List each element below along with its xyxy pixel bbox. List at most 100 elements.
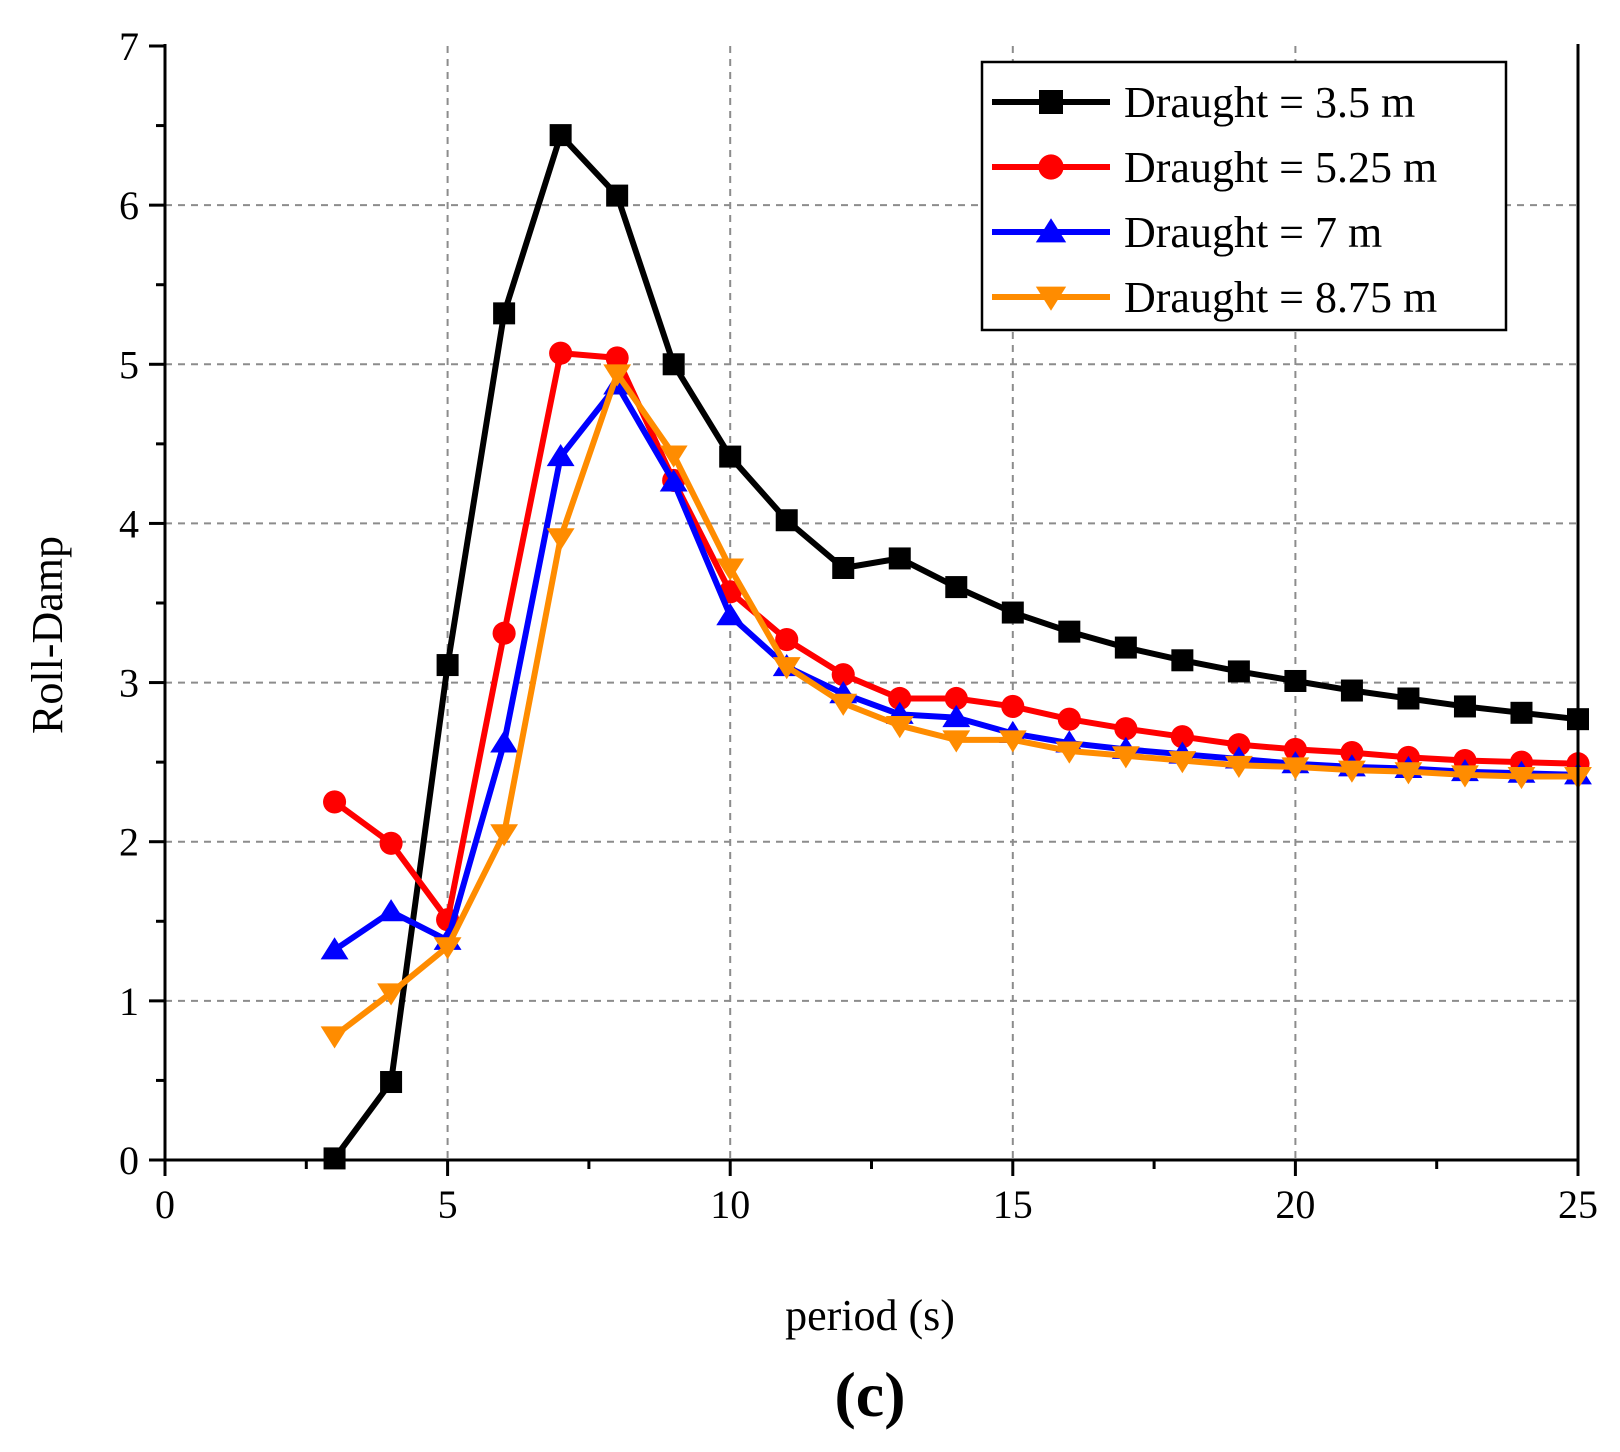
data-point [1038,154,1064,180]
data-point [1171,649,1194,672]
tick-labels: 0 5 10 15 20 25 0 1 2 3 4 5 6 7 [119,24,1598,1227]
data-point [772,657,801,680]
data-point [1510,701,1533,724]
y-tick-label: 4 [119,501,139,546]
data-point [493,302,516,325]
legend-label: Draught = 5.25 m [1124,143,1437,192]
data-point [379,831,403,855]
x-tick-label: 20 [1275,1182,1315,1227]
data-point [1227,660,1250,683]
series-line [332,381,1579,953]
data-point [1507,766,1536,790]
data-point [942,730,971,753]
data-point [323,790,347,814]
data-point [605,346,629,370]
data-point [1397,687,1420,710]
data-point [716,558,745,581]
data-point [1058,620,1081,643]
data-point [998,730,1027,753]
legend-box [980,60,1508,332]
data-point [1283,737,1307,761]
data-point [1039,90,1063,114]
data-point [323,1147,346,1170]
y-tick-label: 1 [119,979,139,1024]
data-point [944,686,968,711]
y-tick-label: 0 [119,1138,139,1183]
x-tick-label: 15 [993,1182,1033,1227]
legend-item: Draught = 3.5 m [992,78,1415,127]
data-point [1170,725,1194,749]
data-point [492,621,516,645]
legend-item: Draught = 7 m [992,208,1382,257]
data-point [829,693,858,716]
plot-series [320,124,1592,1170]
panel-label-letter: c [856,1359,884,1430]
data-point [1281,757,1310,780]
data-point [1338,760,1366,783]
data-point [831,663,855,687]
data-point [436,654,459,677]
x-tick-label: 0 [155,1182,175,1227]
y-axis-title: Roll-Damp [23,536,72,734]
data-point [606,184,629,207]
data-point [1340,679,1363,702]
data-point [942,704,971,728]
series-2 [323,341,1590,932]
data-point [546,528,575,551]
data-point [320,937,349,960]
data-point [1001,694,1025,718]
legend: Draught = 3.5 m Draught = 5.25 m Draught =… [980,60,1508,332]
data-point [1394,762,1423,785]
panel-label: (c) [834,1359,905,1430]
data-point [549,124,572,147]
data-point [1055,741,1084,764]
x-tick-label: 5 [438,1182,458,1227]
data-point [603,364,632,387]
data-point [832,556,855,579]
y-tick-label: 2 [119,820,139,865]
data-point [719,445,742,468]
data-point [377,983,405,1006]
y-tick-label: 3 [119,661,139,706]
legend-label: Draught = 8.75 m [1124,273,1437,322]
data-point [1340,741,1364,765]
data-point [945,576,968,599]
data-point [380,1071,403,1094]
data-point [1111,746,1140,769]
data-point [1224,755,1253,778]
x-axis-title: period (s) [785,1291,955,1340]
data-point [1035,218,1067,243]
data-point [490,730,519,753]
data-point [1114,717,1138,741]
data-point [433,937,462,960]
data-point [1114,636,1137,659]
x-tick-label: 10 [710,1182,750,1227]
data-point [888,547,911,570]
data-point [1451,765,1479,788]
data-point [1057,707,1081,731]
data-point [662,353,685,376]
data-point [1001,601,1024,624]
data-point [490,824,519,847]
data-point [549,341,573,365]
data-point [1227,733,1251,757]
data-point [888,686,912,711]
data-point [1168,751,1197,774]
data-point [775,509,798,532]
data-point [775,628,799,652]
axes [149,44,1580,1176]
series-1 [323,124,1589,1170]
data-point [659,445,688,468]
data-point [546,443,575,467]
data-point [377,899,405,922]
legend-label: Draught = 3.5 m [1124,78,1415,127]
data-point [716,603,745,626]
y-tick-label: 7 [119,24,139,69]
y-tick-label: 5 [119,342,139,387]
series-3 [320,372,1592,960]
y-tick-label: 6 [119,183,139,228]
data-point [1453,695,1476,718]
data-point [1035,286,1067,311]
series-line [332,350,1579,923]
